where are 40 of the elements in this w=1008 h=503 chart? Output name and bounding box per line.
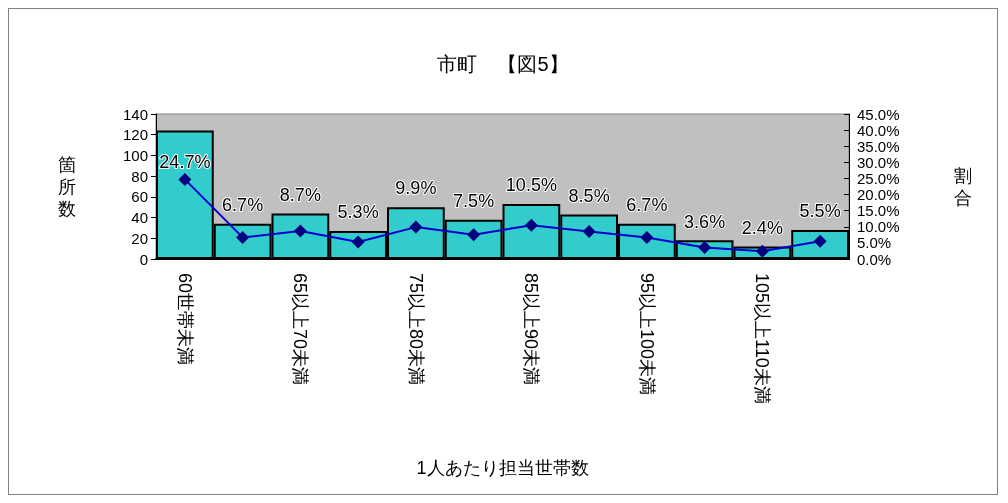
y2-tick-label: 45.0% bbox=[857, 105, 900, 123]
data-label: 2.4% bbox=[741, 218, 783, 239]
y-axis-title: 箇所数 bbox=[58, 154, 76, 219]
y2-tick-label: 35.0% bbox=[857, 137, 900, 155]
data-label: 7.5% bbox=[453, 190, 495, 211]
data-label: 10.5% bbox=[505, 175, 557, 196]
x-tick-label: 65以上70未満 bbox=[290, 273, 311, 386]
y2-axis-title: 割合 bbox=[954, 165, 972, 208]
data-label: 9.9% bbox=[395, 178, 437, 199]
y-tick-label: 120 bbox=[122, 126, 148, 144]
x-tick-label: 60世帯未満 bbox=[174, 273, 195, 366]
data-label: 6.7% bbox=[222, 195, 264, 216]
data-label: 8.5% bbox=[568, 185, 610, 206]
data-label: 3.6% bbox=[684, 211, 726, 232]
y2-tick-label: 40.0% bbox=[857, 121, 900, 139]
y-tick-label: 40 bbox=[131, 209, 148, 227]
x-tick-label: 95以上100未満 bbox=[636, 273, 657, 396]
x-axis-title: 1人あたり担当世帯数 bbox=[416, 458, 589, 478]
y2-tick-label: 5.0% bbox=[857, 234, 892, 252]
y-tick-label: 60 bbox=[131, 188, 148, 206]
x-tick-label: 85以上90未満 bbox=[521, 273, 542, 386]
data-label: 5.5% bbox=[799, 201, 841, 222]
y2-tick-label: 15.0% bbox=[857, 202, 900, 220]
chart-title: 市町 【図5】 bbox=[437, 53, 569, 75]
y2-tick-label: 30.0% bbox=[857, 153, 900, 171]
y2-tick-label: 25.0% bbox=[857, 169, 900, 187]
x-tick-label: 105以上110未満 bbox=[752, 273, 773, 404]
y-tick-label: 80 bbox=[131, 167, 148, 185]
y2-tick-label: 0.0% bbox=[857, 250, 892, 268]
y-tick-label: 100 bbox=[122, 146, 148, 164]
data-label: 5.3% bbox=[337, 202, 379, 223]
data-label: 8.7% bbox=[279, 184, 321, 205]
y-tick-label: 140 bbox=[122, 105, 148, 123]
y-tick-label: 20 bbox=[131, 229, 148, 247]
data-label: 6.7% bbox=[626, 195, 668, 216]
y-tick-label: 0 bbox=[139, 250, 148, 268]
y2-tick-label: 10.0% bbox=[857, 218, 900, 236]
x-tick-label: 75以上80未満 bbox=[405, 273, 426, 386]
data-label: 24.7% bbox=[159, 151, 211, 172]
y2-tick-label: 20.0% bbox=[857, 186, 900, 204]
